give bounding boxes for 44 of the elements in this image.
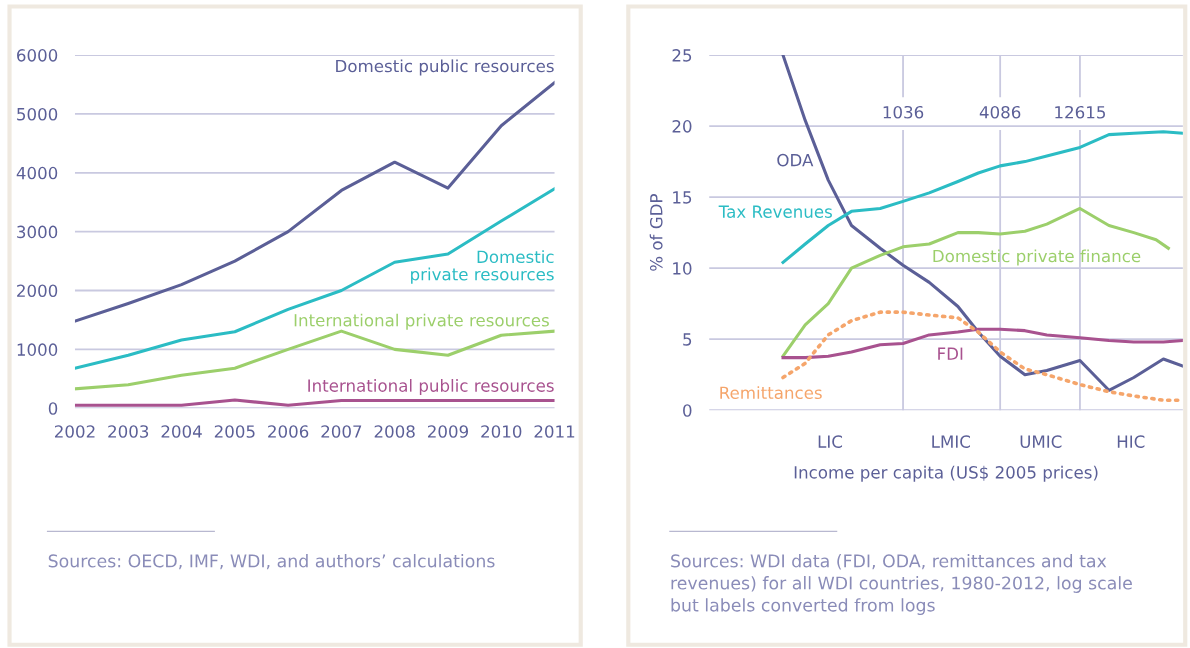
y-tick-label: 6000 (17, 49, 58, 62)
x-tick-label: 2011 (534, 425, 575, 438)
series-label: Domestic public resources (336, 59, 554, 76)
y-tick-label: 2000 (17, 284, 58, 298)
y-tick-label: 0 (48, 402, 58, 415)
text: LIC (818, 435, 843, 448)
x-tick-label: 2010 (481, 425, 522, 438)
x-tick-label: 2002 (54, 425, 95, 438)
x-tick-label: 2008 (374, 425, 415, 438)
series-label: FDI (938, 347, 963, 360)
x-axis-title: Income per capita (US$ 2005 prices) (794, 465, 1098, 482)
x-tick-label: 2005 (214, 425, 255, 438)
source-note: Sources: WDI data (FDI, ODA, remittances and tax revenues) for all WDI countries, 1980-2012, log scale but labels converted from logs (671, 554, 1132, 615)
text: HIC (1117, 435, 1145, 448)
x-tick-label: 2003 (108, 425, 149, 438)
y-tick-label: 10 (673, 262, 692, 275)
y-axis-title: % of GDP (649, 194, 663, 271)
x-tick-label: 1036 (883, 105, 924, 119)
y-tick-label: 20 (672, 120, 692, 133)
y-tick-label: 4000 (16, 166, 58, 180)
x-tick-label: 2009 (427, 425, 468, 438)
series-label: International public resources (308, 378, 554, 396)
x-tick-label: 12615 (1055, 105, 1105, 119)
series-label: Tax Revenues (718, 205, 832, 218)
y-tick-label: 0 (683, 404, 692, 417)
series-label: Domestic private resources (411, 250, 554, 284)
x-tick-label: 2004 (161, 425, 202, 438)
x-tick-label: 4086 (979, 105, 1021, 119)
y-tick-label: 5000 (17, 107, 58, 121)
series-label: ODA (777, 153, 814, 167)
x-tick-label: 2007 (321, 425, 362, 438)
x-tick-label: 2006 (268, 425, 309, 438)
y-tick-label: 5 (683, 333, 692, 346)
series-label: Remittances (720, 386, 822, 400)
y-tick-label: 1000 (17, 343, 58, 356)
y-tick-label: 25 (672, 49, 692, 62)
series-label: Domestic private finance (933, 249, 1141, 266)
source-note: Sources: OECD, IMF, WDI, and authors’ calculations (48, 554, 495, 570)
y-tick-label: 15 (673, 191, 692, 204)
series-label: International private resources (294, 313, 549, 330)
text: UMIC (1020, 435, 1062, 448)
text: LMIC (932, 435, 970, 448)
y-tick-label: 3000 (17, 225, 58, 239)
line-series (74, 187, 555, 370)
